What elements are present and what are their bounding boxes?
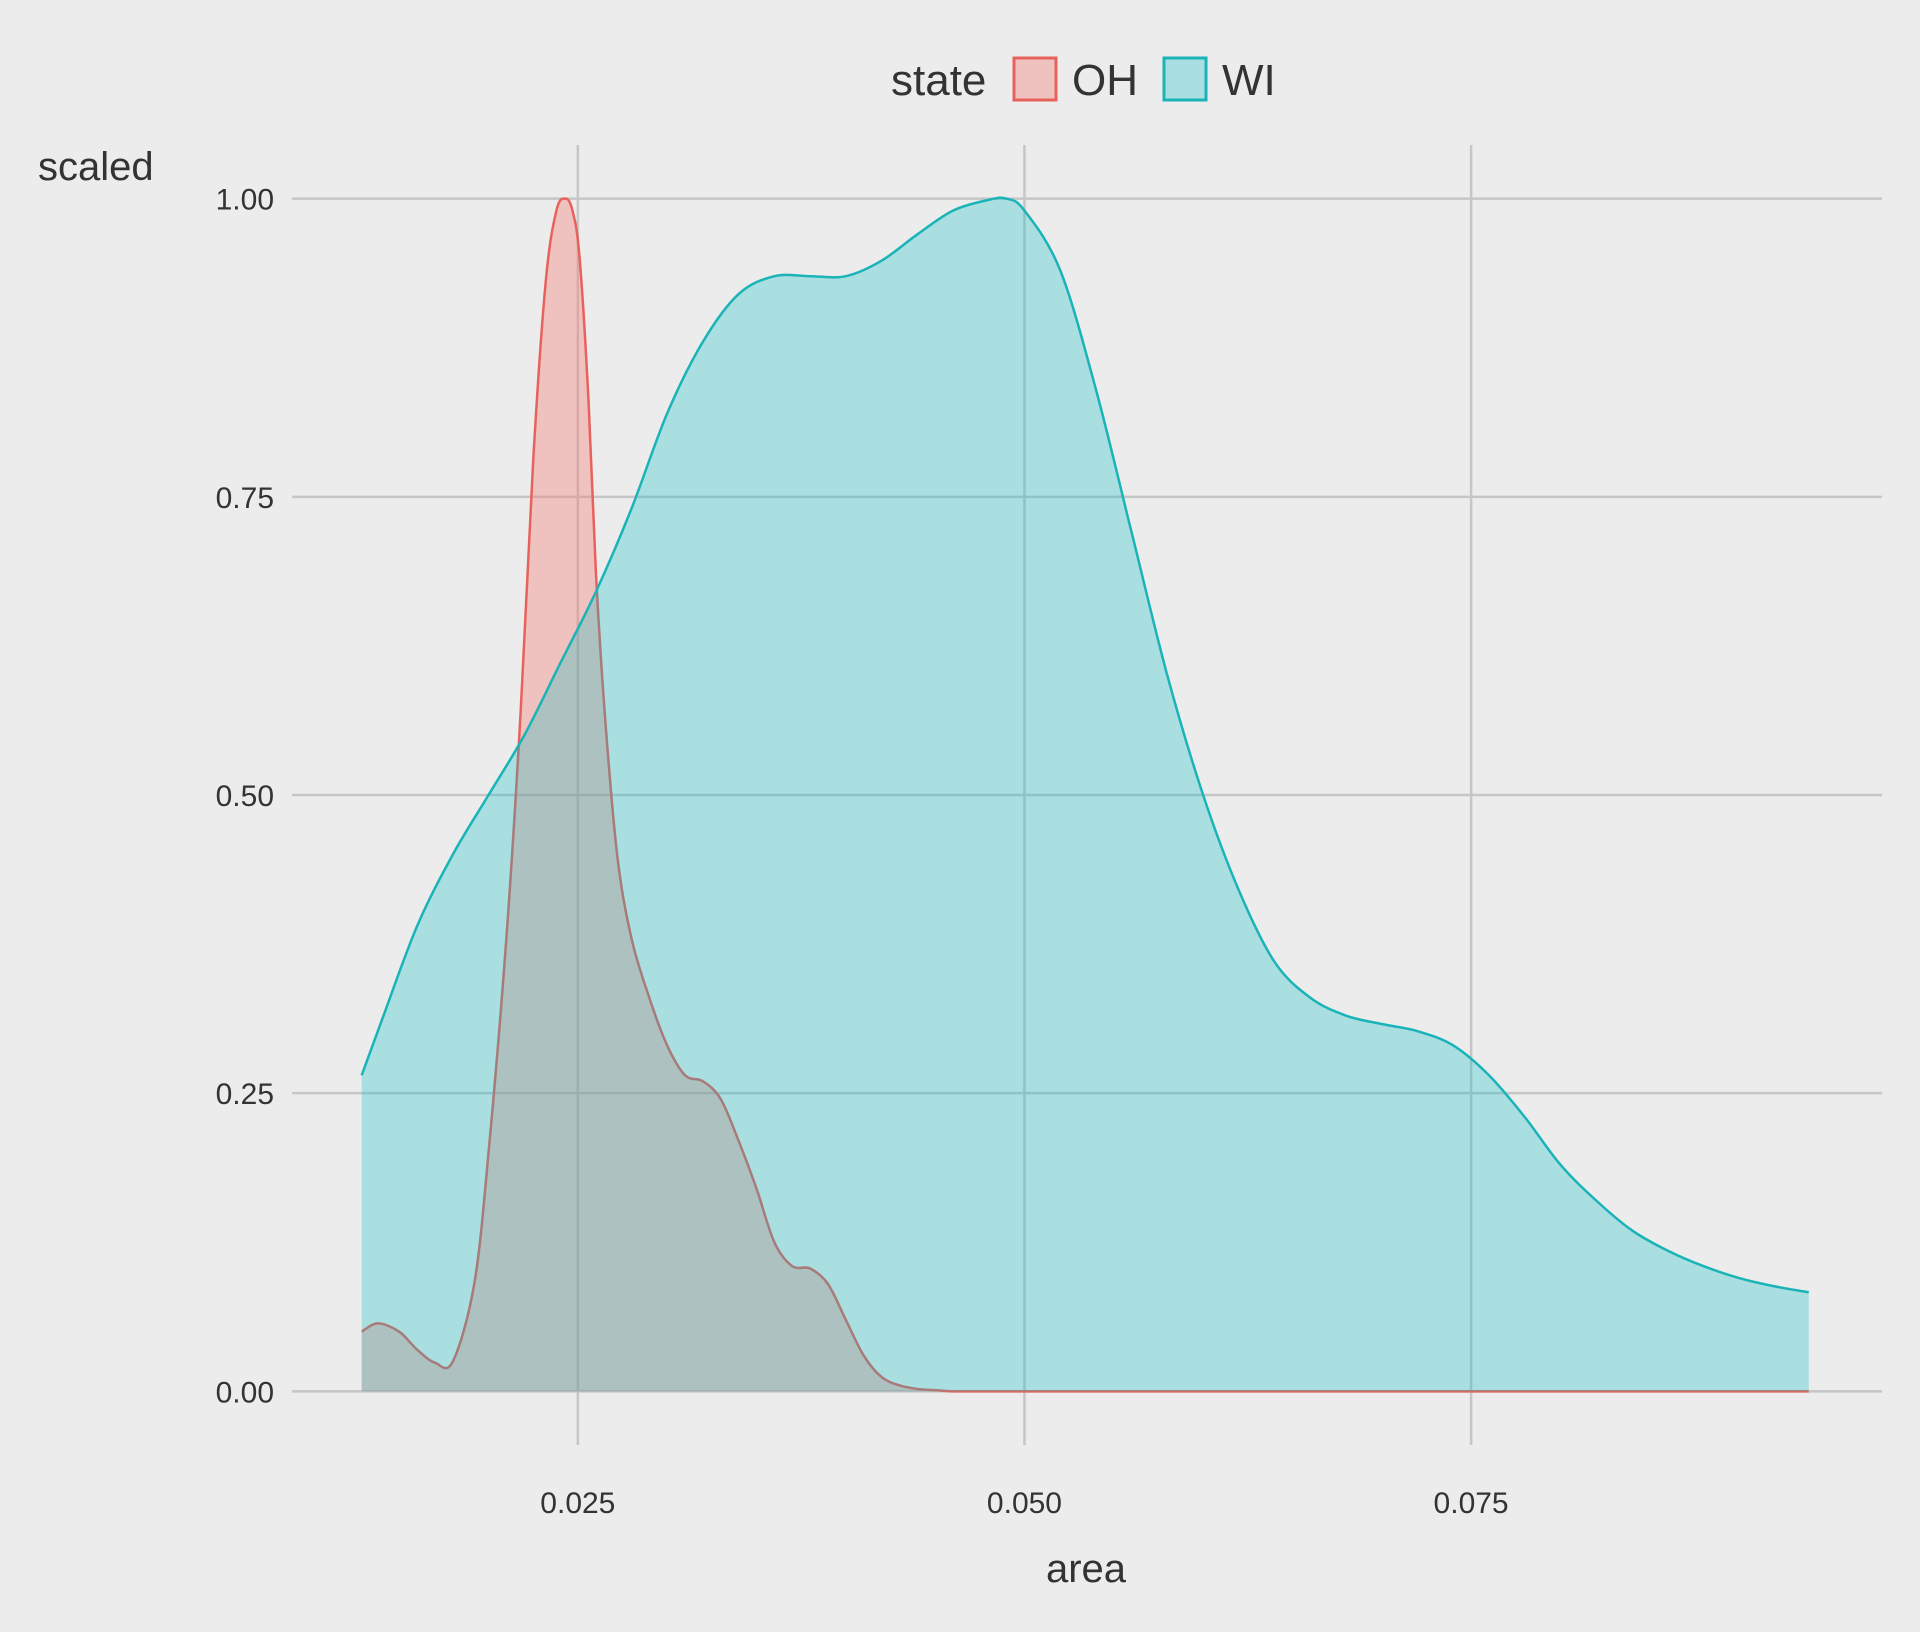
legend-title: state [891, 56, 986, 105]
y-tick-label: 1.00 [216, 184, 274, 217]
legend-key-wi [1162, 56, 1208, 102]
area-layer [360, 196, 1809, 1393]
legend: state OH WI [891, 56, 1276, 105]
x-tick-label: 0.075 [1434, 1487, 1509, 1520]
line-wi [360, 196, 1809, 1294]
x-tick-label: 0.050 [987, 1487, 1062, 1520]
y-tick-label: 0.50 [216, 780, 274, 813]
line-oh [361, 197, 1809, 1393]
x-tick-label: 0.025 [540, 1487, 615, 1520]
legend-label-oh: OH [1072, 56, 1138, 105]
area-wi [361, 197, 1809, 1392]
y-axis-title: scaled [38, 145, 154, 189]
legend-label-wi: WI [1222, 56, 1276, 105]
x-axis-title: area [1046, 1547, 1127, 1591]
y-tick-label: 0.25 [216, 1078, 274, 1111]
y-tick-label: 0.00 [216, 1376, 274, 1409]
tick-layer: 0.00 0.25 0.50 0.75 1.00 0.025 0.050 0.075 [216, 184, 1509, 1520]
legend-key-oh [1012, 56, 1058, 102]
grid-layer [292, 145, 1882, 1445]
y-tick-label: 0.75 [216, 482, 274, 515]
area-oh [361, 198, 1809, 1392]
